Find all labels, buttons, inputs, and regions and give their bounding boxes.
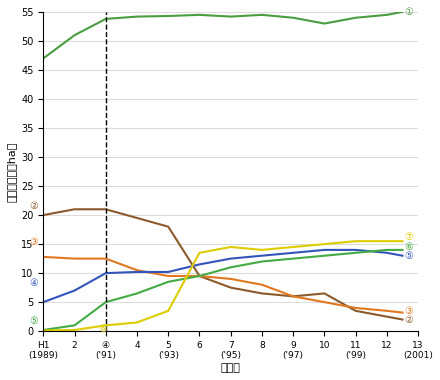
Text: ②: ② bbox=[404, 315, 413, 325]
Text: ③: ③ bbox=[404, 306, 413, 316]
Text: ⑥: ⑥ bbox=[98, 324, 107, 334]
Text: ⑤: ⑤ bbox=[29, 316, 38, 326]
Text: ⑤: ⑤ bbox=[404, 251, 413, 261]
Text: ②: ② bbox=[29, 201, 38, 211]
X-axis label: 年　次: 年 次 bbox=[221, 363, 241, 373]
Text: ④: ④ bbox=[29, 278, 38, 288]
Text: ⑥: ⑥ bbox=[404, 242, 413, 252]
Y-axis label: 作付面積（万ha）: 作付面積（万ha） bbox=[7, 141, 17, 202]
Text: ⑦: ⑦ bbox=[404, 231, 413, 242]
Text: ①: ① bbox=[404, 7, 413, 17]
Text: ③: ③ bbox=[29, 238, 38, 247]
